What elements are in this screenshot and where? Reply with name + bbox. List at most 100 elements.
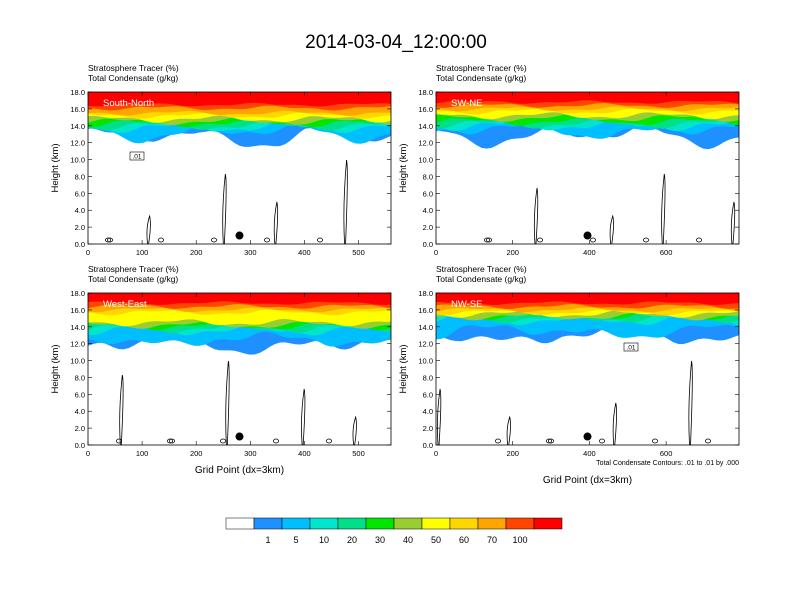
contour-label-box <box>129 151 145 161</box>
contour-blob <box>317 237 323 243</box>
location-marker <box>583 231 592 240</box>
contour-blob <box>696 237 702 243</box>
y-tick-label: 16.0 <box>70 105 85 114</box>
y-tick-label: 2.0 <box>75 223 85 232</box>
colorbar-swatch <box>309 517 339 530</box>
condensate-contours <box>105 159 348 244</box>
contour-line <box>352 415 357 445</box>
colorbar-label: 100 <box>512 535 527 545</box>
x-tick-label: 600 <box>660 449 673 458</box>
plot-frame <box>435 292 740 446</box>
y-tick-label: 10.0 <box>70 357 85 366</box>
y-tick-label: 6.0 <box>423 189 433 198</box>
y-tick-label: 18.0 <box>418 289 433 298</box>
x-tick-label: 0 <box>434 449 438 458</box>
contour-blob <box>169 438 175 444</box>
y-tick-label: 10.0 <box>70 156 85 165</box>
tracer-field <box>436 293 739 445</box>
y-tick-label: 6.0 <box>75 189 85 198</box>
y-tick-label: 0.0 <box>423 240 433 249</box>
x-tick-label: 400 <box>298 449 311 458</box>
y-tick-label: 2.0 <box>423 223 433 232</box>
contour-blob <box>537 237 543 243</box>
y-tick-label: 14.0 <box>418 122 433 131</box>
y-tick-label: 18.0 <box>70 289 85 298</box>
y-tick-label: 18.0 <box>70 88 85 97</box>
y-tick-label: 4.0 <box>75 407 85 416</box>
y-tick-label: 14.0 <box>70 323 85 332</box>
colorbar-swatch <box>337 517 367 530</box>
contour-line <box>436 388 442 445</box>
y-tick-label: 0.0 <box>75 441 85 450</box>
panel-header-line: Stratosphere Tracer (%) <box>88 264 179 274</box>
panel-header-line: Total Condensate (g/kg) <box>88 274 178 284</box>
contour-blob <box>643 237 649 243</box>
colorbar-swatch <box>477 517 507 530</box>
colorbar-swatch <box>449 517 479 530</box>
x-tick-label: 200 <box>190 449 203 458</box>
contour-note: Total Condensate Contours: .01 to .01 by… <box>596 460 739 467</box>
contour-line <box>343 159 348 244</box>
panel-west-east: 0.0 2.0 4.0 6.0 8.0 10.0 12.0 14.0 16.0 18.0 0 100 2… <box>50 264 392 476</box>
contour-blob <box>705 438 711 444</box>
contour-line <box>688 360 693 445</box>
y-tick-label: 2.0 <box>75 424 85 433</box>
tracer-field <box>88 92 391 244</box>
panel-sw-ne: 0.0 2.0 4.0 6.0 8.0 10.0 12.0 14.0 16.0 18.0 0 200 4… <box>398 63 740 257</box>
colorbar-label: 5 <box>293 535 298 545</box>
x-tick-label: 400 <box>583 248 596 257</box>
y-tick-label: 4.0 <box>423 206 433 215</box>
contour-blob <box>167 438 173 444</box>
contour-blob <box>273 438 279 444</box>
contour-blob <box>495 438 501 444</box>
contour-line <box>506 415 511 445</box>
tracer-field <box>436 92 739 244</box>
tracer-field <box>88 293 391 445</box>
contour-blob <box>326 438 332 444</box>
y-axis-label: Height (km) <box>398 344 409 393</box>
colorbar-label: 10 <box>319 535 329 545</box>
contour-blob <box>107 237 113 243</box>
colorbar-swatch <box>365 517 395 530</box>
panel-header-line: Stratosphere Tracer (%) <box>436 63 527 73</box>
y-tick-label: 8.0 <box>423 373 433 382</box>
x-tick-label: 100 <box>136 449 149 458</box>
figure-title: 2014-03-04_12:00:00 <box>305 32 487 53</box>
y-axis-label: Height (km) <box>50 143 61 192</box>
contour-line <box>612 402 617 445</box>
contour-line <box>661 173 666 244</box>
colorbar-label: 1 <box>265 535 270 545</box>
panel-label: NW-SE <box>451 299 483 310</box>
panel-header-line: Total Condensate (g/kg) <box>436 73 526 83</box>
contour-blob <box>211 237 217 243</box>
y-axis-label: Height (km) <box>398 143 409 192</box>
tracer-band-red <box>436 293 739 305</box>
tracer-band-red <box>436 92 739 104</box>
contour-line <box>222 173 227 244</box>
condensate-contours <box>116 360 357 445</box>
contour-line <box>119 374 124 445</box>
colorbar-swatch <box>421 517 451 530</box>
contour-label-box <box>623 342 639 352</box>
contour-blob <box>264 237 270 243</box>
panel-label: South-North <box>103 98 154 109</box>
y-tick-label: 12.0 <box>70 139 85 148</box>
x-tick-label: 0 <box>434 248 438 257</box>
contour-blob <box>652 438 658 444</box>
colorbar-label: 20 <box>347 535 357 545</box>
colorbar-label: 50 <box>431 535 441 545</box>
contour-label: .01 <box>626 345 635 352</box>
panel-label: West-East <box>103 299 147 310</box>
y-tick-label: 12.0 <box>418 139 433 148</box>
y-tick-label: 2.0 <box>423 424 433 433</box>
contour-blob <box>220 438 226 444</box>
plot-frame <box>435 91 740 245</box>
x-tick-label: 400 <box>583 449 596 458</box>
colorbar-label: 70 <box>487 535 497 545</box>
panel-south-north: .01 0.0 2.0 4.0 6.0 8.0 10.0 12.0 14.0 16.0 18.0 0 1… <box>50 63 392 257</box>
contour-line <box>609 214 614 244</box>
colorbar: 1 5 10 20 30 40 50 60 70 100 <box>225 517 563 545</box>
contour-line <box>533 187 539 244</box>
x-tick-label: 100 <box>136 248 149 257</box>
x-tick-label: 200 <box>506 248 519 257</box>
